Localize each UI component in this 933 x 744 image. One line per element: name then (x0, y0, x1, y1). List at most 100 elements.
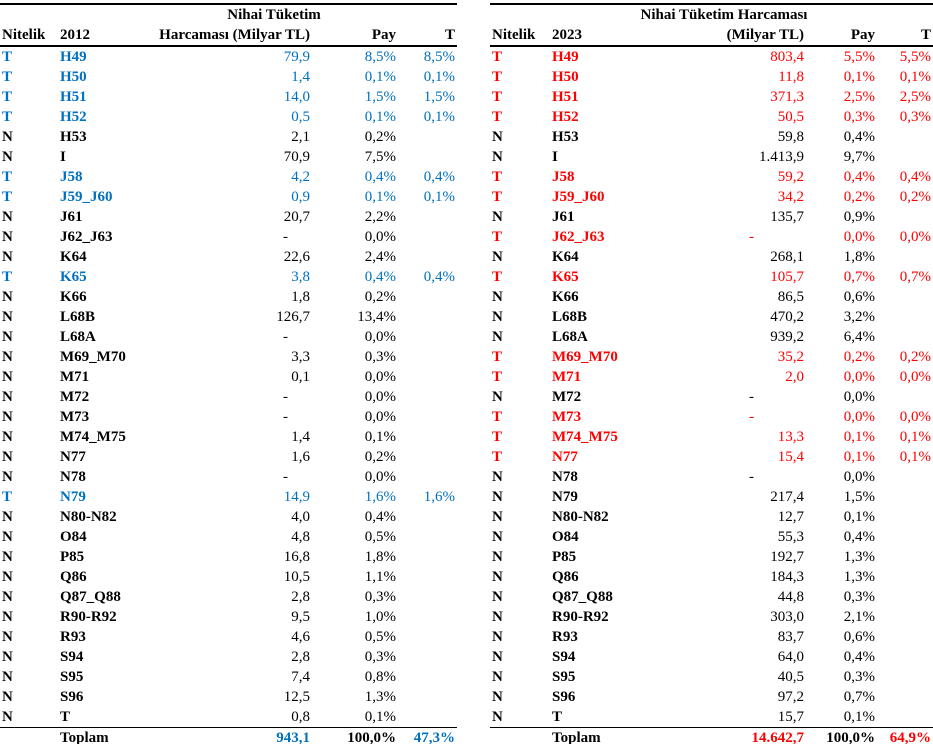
t-share-cell: 1,6% (423, 489, 455, 505)
table-row: N L68B 470,2 3,2% (490, 307, 933, 327)
t-share-cell: 0,0% (899, 229, 931, 245)
table-title-row: Nihai Tüketim (0, 4, 457, 25)
sector-code-cell: M73 (552, 409, 582, 425)
sector-code-cell: N78 (60, 469, 86, 485)
sector-code-cell: L68B (552, 309, 588, 325)
pay-share-cell: 1,5% (364, 89, 396, 105)
pay-share-cell: 0,0% (364, 369, 396, 385)
nitelik-cell: N (2, 389, 13, 405)
table-row: N T 0,8 0,1% (0, 707, 457, 728)
table-row: N S96 97,2 0,7% (490, 687, 933, 707)
total-t: 64,9% (877, 727, 933, 744)
pay-share-cell: 0,0% (843, 469, 875, 485)
pay-share-cell: 0,3% (364, 649, 396, 665)
sector-code-cell: R90-R92 (60, 609, 117, 625)
table-row: N S96 12,5 1,3% (0, 687, 457, 707)
table-row: N T 15,7 0,1% (490, 707, 933, 728)
sector-code-cell: K65 (60, 269, 87, 285)
total-spacer (490, 727, 550, 744)
t-share-cell (877, 307, 933, 327)
nitelik-cell: T (2, 169, 13, 185)
sector-code-cell: S94 (552, 649, 576, 665)
t-share-cell (398, 627, 457, 647)
expenditure-value-cell: 126,7 (276, 309, 310, 325)
expenditure-value-cell: 55,3 (777, 529, 804, 545)
sector-code-cell: R90-R92 (552, 609, 609, 625)
pay-share-cell: 0,4% (364, 169, 396, 185)
expenditure-value-cell: 0,9 (291, 189, 310, 205)
pay-share-cell: 1,1% (364, 569, 396, 585)
table-row: N M74_M75 1,4 0,1% (0, 427, 457, 447)
sector-code-cell: N78 (552, 469, 578, 485)
expenditure-value-cell: 50,5 (777, 109, 804, 125)
expenditure-value-cell: 14,9 (283, 489, 310, 505)
t-share-cell (877, 507, 933, 527)
t-share-cell: 0,1% (899, 69, 931, 85)
pay-share-cell: 1,8% (364, 549, 396, 565)
nitelik-cell: N (492, 149, 503, 165)
expenditure-value-cell: 939,2 (770, 329, 804, 345)
sector-code-cell: L68A (60, 329, 96, 345)
sector-code-cell: J59_J60 (552, 189, 605, 205)
table-row: N R90-R92 303,0 2,1% (490, 607, 933, 627)
expenditure-value-cell: 1,8 (291, 289, 310, 305)
pay-share-cell: 1,3% (843, 549, 875, 565)
nitelik-cell: T (492, 69, 503, 85)
t-share-cell (877, 707, 933, 728)
table-row: T H51 371,3 2,5% 2,5% (490, 87, 933, 107)
pay-share-cell: 0,4% (843, 649, 875, 665)
t-share-cell: 0,2% (899, 349, 931, 365)
expenditure-value-cell: - (749, 229, 754, 245)
table-row: T H50 1,4 0,1% 0,1% (0, 67, 457, 87)
table-row: N M73 - 0,0% (0, 407, 457, 427)
t-share-cell (398, 587, 457, 607)
total-label: Toplam (550, 727, 642, 744)
expenditure-value-cell: 97,2 (777, 689, 804, 705)
expenditure-value-cell: 14,0 (283, 89, 310, 105)
sector-code-cell: N77 (60, 449, 86, 465)
table-body-2012: T H49 79,9 8,5% 8,5% T H50 1,4 0,1% 0,1%… (0, 46, 457, 728)
table-row: N O84 55,3 0,4% (490, 527, 933, 547)
nitelik-cell: N (2, 609, 13, 625)
table-row: N J62_J63 - 0,0% (0, 227, 457, 247)
sector-code-cell: M69_M70 (60, 349, 126, 365)
t-share-cell (877, 247, 933, 267)
nitelik-cell: N (492, 569, 503, 585)
t-share-cell: 0,7% (899, 269, 931, 285)
pay-share-cell: 6,4% (843, 329, 875, 345)
sector-code-cell: T (552, 709, 563, 725)
title-spacer (877, 4, 933, 25)
t-share-cell (398, 667, 457, 687)
t-share-cell (398, 607, 457, 627)
pay-share-cell: 0,0% (843, 229, 875, 245)
pay-share-cell: 0,2% (843, 349, 875, 365)
nitelik-cell: N (492, 469, 503, 485)
nitelik-cell: N (2, 129, 13, 145)
table-row: T M69_M70 35,2 0,2% 0,2% (490, 347, 933, 367)
pay-share-cell: 1,3% (843, 569, 875, 585)
final-consumption-table-2012: Nihai Tüketim Nitelik 2012 Harcaması (Mi… (0, 3, 457, 744)
expenditure-value-cell: 15,7 (777, 709, 804, 725)
pay-share-cell: 0,6% (843, 629, 875, 645)
t-share-cell (398, 147, 457, 167)
sector-code-cell: M69_M70 (552, 349, 618, 365)
table-row: T J59_J60 0,9 0,1% 0,1% (0, 187, 457, 207)
t-share-cell (398, 327, 457, 347)
t-share-cell: 0,2% (899, 189, 931, 205)
pay-share-cell: 2,4% (364, 249, 396, 265)
pay-share-cell: 0,0% (364, 389, 396, 405)
expenditure-value-cell: 16,8 (283, 549, 310, 565)
pay-share-cell: 2,5% (843, 89, 875, 105)
pay-share-cell: 0,5% (364, 629, 396, 645)
t-share-cell: 0,0% (899, 369, 931, 385)
expenditure-value-cell: 4,2 (291, 169, 310, 185)
expenditure-value-cell: 217,4 (770, 489, 804, 505)
sector-code-cell: L68A (552, 329, 588, 345)
pay-share-cell: 2,2% (364, 209, 396, 225)
pay-share-cell: 0,0% (364, 409, 396, 425)
column-header-value: Harcaması (Milyar TL) (150, 25, 312, 47)
sector-code-cell: M72 (552, 389, 582, 405)
pay-share-cell: 2,1% (843, 609, 875, 625)
column-header-t: T (398, 25, 457, 47)
table-row: N S95 40,5 0,3% (490, 667, 933, 687)
